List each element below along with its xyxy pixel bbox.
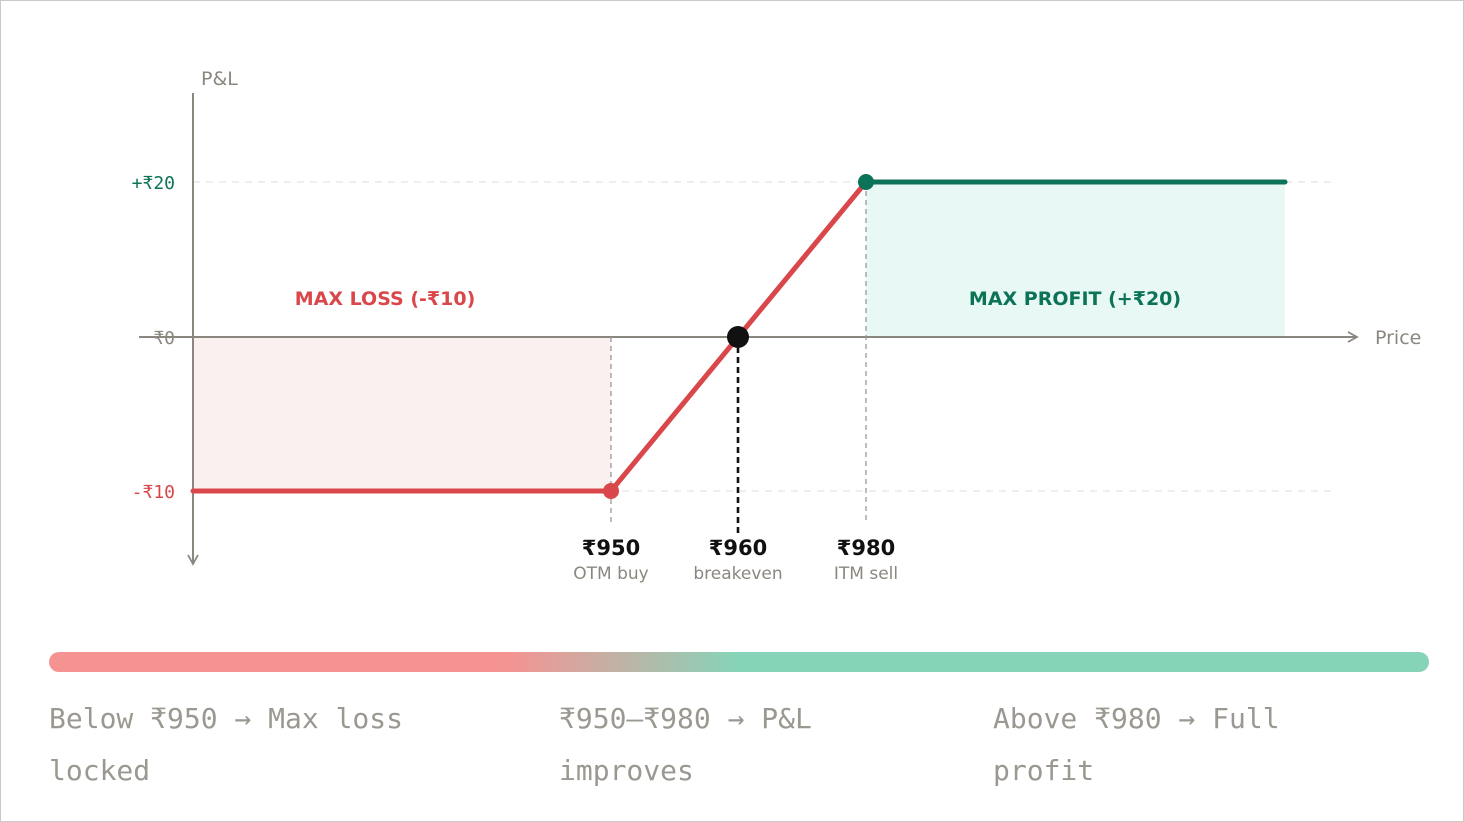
point-otm-buy <box>603 483 619 499</box>
price-zone-gradient-bar <box>49 652 1429 672</box>
payoff-chart: P&L Price +₹20 ₹0 -₹10 MAX LOSS (-₹10) M… <box>132 68 1422 584</box>
zone-label-transition: ₹950–₹980 → P&L improves <box>559 702 812 787</box>
x-axis-label: Price <box>1375 327 1421 349</box>
point-itm-sell <box>858 174 874 190</box>
max-profit-label: MAX PROFIT (+₹20) <box>969 288 1181 310</box>
point-breakeven <box>727 326 749 348</box>
y-tick-label: +₹20 <box>132 173 175 194</box>
strike-label-otm-buy: ₹950 <box>582 536 640 560</box>
strike-label-breakeven: ₹960 <box>709 536 767 560</box>
strike-caption-otm-buy: OTM buy <box>573 564 648 584</box>
y-tick-label: ₹0 <box>153 328 175 349</box>
strike-caption-itm-sell: ITM sell <box>834 564 898 584</box>
max-profit-region <box>866 182 1285 337</box>
y-tick-label: -₹10 <box>132 482 175 503</box>
zone-label-max-loss: Below ₹950 → Max loss locked <box>49 702 404 787</box>
max-loss-label: MAX LOSS (-₹10) <box>295 288 476 310</box>
y-axis-label: P&L <box>201 68 238 90</box>
zone-label-full-profit: Above ₹980 → Full profit <box>993 702 1280 787</box>
strike-caption-breakeven: breakeven <box>693 564 782 584</box>
max-loss-region <box>193 337 611 491</box>
strike-label-itm-sell: ₹980 <box>837 536 895 560</box>
